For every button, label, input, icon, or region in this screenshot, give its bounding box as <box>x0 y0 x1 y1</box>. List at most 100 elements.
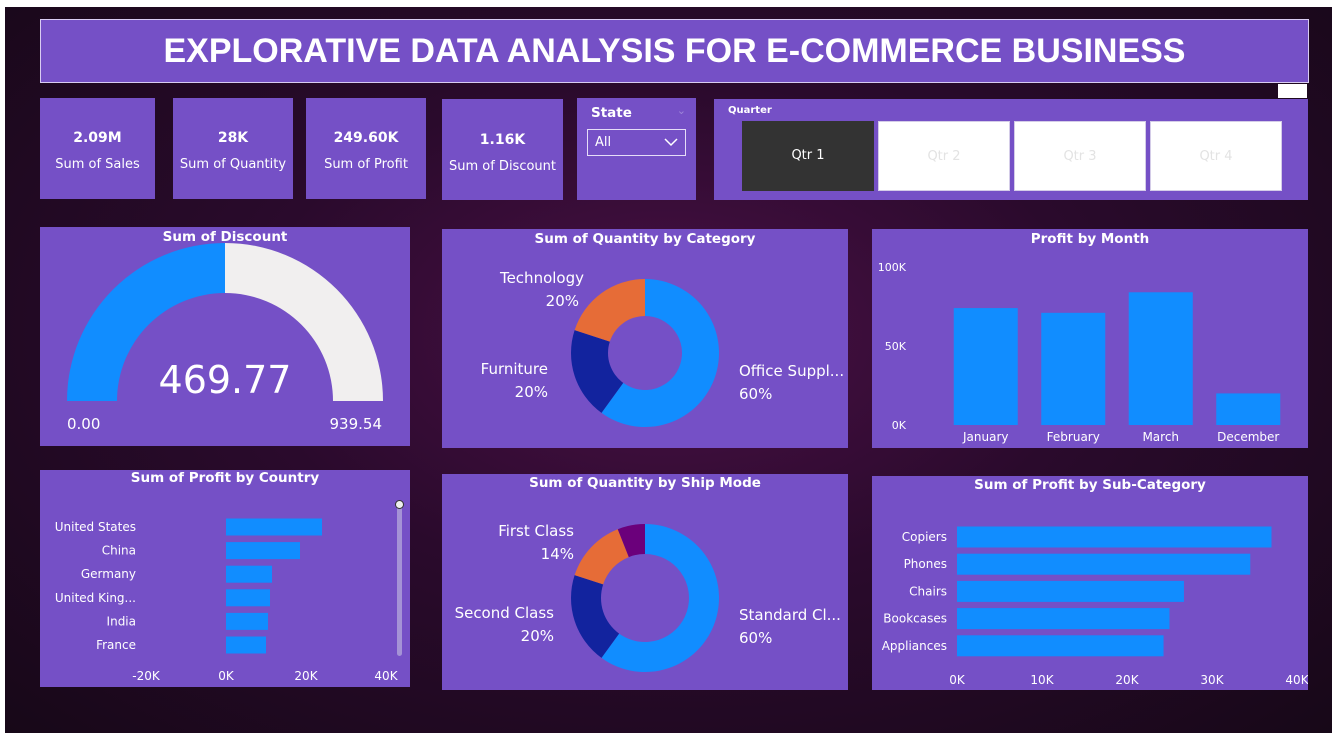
x-tick-label: 0K <box>949 673 966 687</box>
state-slicer-label: State <box>591 105 632 121</box>
profit-by-month-chart: 0K 50K 100K January February March December <box>878 261 1281 444</box>
category-label: Phones <box>904 557 947 571</box>
x-tick-label: -20K <box>132 669 161 683</box>
slice-name-label: First Class <box>498 522 574 540</box>
quarter-button-qtr1[interactable]: Qtr 1 <box>742 121 874 191</box>
chart-title: Sum of Quantity by Ship Mode <box>529 475 761 491</box>
category-label: China <box>102 544 136 558</box>
discount-gauge: 469.77 0.00 939.54 <box>67 243 383 433</box>
chevron-down-icon <box>664 138 678 147</box>
quarter-button-qtr3[interactable]: Qtr 3 <box>1014 121 1146 191</box>
profit-by-month-panel: Profit by Month 0K 50K 100K January February… <box>872 229 1308 448</box>
kpi-card-discount[interactable]: 1.16K Sum of Discount <box>442 99 563 200</box>
x-tick-label: 20K <box>294 669 318 683</box>
category-label: United King... <box>55 591 136 605</box>
bar <box>957 526 1272 548</box>
state-dropdown[interactable]: All <box>587 129 686 156</box>
profit-by-country-chart: United States China Germany United King... I… <box>55 518 399 683</box>
category-label: India <box>107 614 136 628</box>
kpi-value: 249.60K <box>333 130 399 146</box>
slice-percent-label: 20% <box>521 627 554 645</box>
x-tick-label: 20K <box>1115 673 1139 687</box>
y-tick-label: 0K <box>892 419 907 432</box>
donut-slice <box>617 524 645 558</box>
x-tick-label: February <box>1047 430 1100 444</box>
category-label: Chairs <box>909 584 947 598</box>
category-label: Germany <box>81 567 136 581</box>
x-tick-label: 30K <box>1200 673 1224 687</box>
slice-name-label: Technology <box>499 269 584 287</box>
quantity-by-shipmode-panel: Sum of Quantity by Ship Mode Standard Cl… <box>442 474 848 690</box>
bar <box>957 635 1164 657</box>
report-canvas: EXPLORATIVE DATA ANALYSIS FOR E-COMMERCE… <box>5 7 1332 733</box>
state-slicer: State ⌄ All <box>577 98 696 200</box>
kpi-label: Sum of Discount <box>448 159 557 174</box>
category-label: Copiers <box>902 530 947 544</box>
quarter-button-qtr4[interactable]: Qtr 4 <box>1150 121 1282 191</box>
bar <box>1216 393 1281 425</box>
x-tick-label: March <box>1142 430 1179 444</box>
quantity-by-category-panel: Sum of Quantity by Category Office Suppl… <box>442 229 848 448</box>
y-tick-label: 50K <box>885 340 907 353</box>
quarter-button-qtr2[interactable]: Qtr 2 <box>878 121 1010 191</box>
scrollbar-handle[interactable] <box>395 500 404 509</box>
bar <box>957 580 1184 602</box>
slice-percent-label: 60% <box>739 385 772 403</box>
gauge-min-label: 0.00 <box>67 415 100 433</box>
chart-title: Sum of Quantity by Category <box>534 231 756 247</box>
kpi-label: Sum of Quantity <box>179 157 287 172</box>
slice-name-label: Second Class <box>455 604 555 622</box>
bar <box>226 565 272 583</box>
kpi-value: 2.09M <box>73 130 122 146</box>
bar <box>953 308 1018 425</box>
bar <box>957 553 1251 575</box>
profit-by-country-panel: Sum of Profit by Country United States Ch… <box>40 470 410 687</box>
slice-percent-label: 20% <box>515 383 548 401</box>
gauge-value: 469.77 <box>159 358 292 402</box>
x-tick-label: January <box>962 430 1009 444</box>
kpi-value: 1.16K <box>479 132 526 148</box>
donut-slice <box>571 575 620 658</box>
bar <box>957 608 1170 630</box>
chart-title: Sum of Profit by Sub-Category <box>974 477 1206 493</box>
report-title: EXPLORATIVE DATA ANALYSIS FOR E-COMMERCE… <box>40 19 1309 83</box>
quarter-slicer-label: Quarter <box>728 105 772 116</box>
slice-name-label: Furniture <box>481 360 548 378</box>
gauge-empty-arc <box>225 243 383 401</box>
slice-percent-label: 60% <box>739 629 772 647</box>
donut-slice <box>571 330 624 413</box>
donut-slice <box>601 279 719 427</box>
chart-title: Profit by Month <box>1030 231 1150 247</box>
visual-header-tab[interactable] <box>1278 84 1307 98</box>
bar <box>1128 292 1193 425</box>
x-tick-label: 40K <box>374 669 398 683</box>
chart-title: Sum of Discount <box>162 229 288 245</box>
kpi-value: 28K <box>217 130 249 146</box>
kpi-card-profit[interactable]: 249.60K Sum of Profit <box>306 98 426 199</box>
bar <box>226 636 266 654</box>
slice-percent-label: 20% <box>546 292 579 310</box>
profit-by-subcategory-chart: Copiers Phones Chairs Bookcases Appliances 0K… <box>882 526 1308 687</box>
donut-slice <box>601 524 719 672</box>
bar <box>226 518 322 536</box>
profit-by-subcategory-panel: Sum of Profit by Sub-Category Copiers Pho… <box>872 476 1308 690</box>
category-label: Bookcases <box>883 612 947 626</box>
gauge-max-label: 939.54 <box>330 415 383 433</box>
slice-percent-label: 14% <box>541 545 574 563</box>
bar <box>226 589 270 607</box>
kpi-label: Sum of Profit <box>324 157 408 172</box>
gauge-fill-arc <box>67 243 225 401</box>
chevron-down-icon: ⌄ <box>676 104 686 117</box>
category-label: United States <box>55 520 136 534</box>
scrollbar[interactable] <box>397 506 402 656</box>
category-label: Appliances <box>882 639 947 653</box>
quantity-by-shipmode-donut: Standard Cl... 60% Second Class 20% First Cl… <box>455 522 841 672</box>
x-tick-label: 0K <box>218 669 235 683</box>
x-tick-label: 40K <box>1285 673 1308 687</box>
kpi-card-sales[interactable]: 2.09M Sum of Sales <box>40 98 155 199</box>
x-tick-label: December <box>1217 430 1279 444</box>
kpi-label: Sum of Sales <box>55 157 140 172</box>
state-dropdown-value: All <box>595 135 612 150</box>
donut-slice <box>574 279 645 342</box>
kpi-card-quantity[interactable]: 28K Sum of Quantity <box>173 98 293 199</box>
